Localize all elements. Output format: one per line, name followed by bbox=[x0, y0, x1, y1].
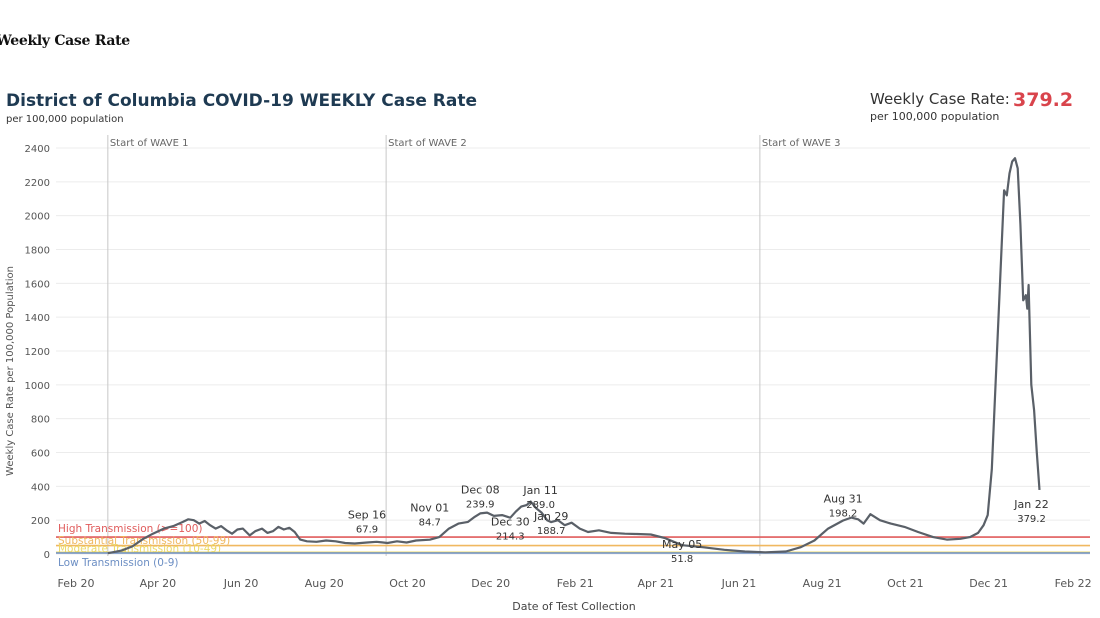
threshold-label: Moderate Transmission (10-49) bbox=[58, 543, 221, 555]
kpi-label: Weekly Case Rate: bbox=[870, 90, 1010, 108]
x-tick-label: Apr 21 bbox=[637, 577, 674, 590]
x-tick-label: Jun 21 bbox=[721, 577, 757, 590]
y-axis-label: Weekly Case Rate per 100,000 Population bbox=[5, 266, 16, 476]
wave-markers: Start of WAVE 1 Start of WAVE 2 Start of W… bbox=[107, 135, 841, 556]
chart-title: District of Columbia COVID-19 WEEKLY Cas… bbox=[6, 91, 477, 111]
y-tick-label: 1200 bbox=[25, 347, 50, 358]
annotation-date: May 05 bbox=[662, 538, 702, 551]
annotation-date: Aug 31 bbox=[824, 492, 863, 505]
x-tick-label: Feb 20 bbox=[58, 577, 95, 590]
annotation-value: 379.2 bbox=[1017, 514, 1046, 525]
annotation-date: Nov 01 bbox=[410, 502, 449, 515]
x-tick-label: Aug 21 bbox=[803, 577, 842, 590]
y-tick-label: 1800 bbox=[25, 246, 50, 257]
x-axis-label: Date of Test Collection bbox=[512, 600, 635, 613]
y-tick-label: 1600 bbox=[25, 279, 50, 290]
y-tick-label: 200 bbox=[31, 516, 50, 527]
y-tick-label: 2200 bbox=[25, 178, 50, 189]
y-tick-label: 400 bbox=[31, 482, 50, 493]
wave-marker-label: Start of WAVE 2 bbox=[388, 138, 467, 149]
y-tick-label: 800 bbox=[31, 415, 50, 426]
y-tick-label: 2400 bbox=[25, 144, 50, 155]
threshold-label: Low Transmission (0-9) bbox=[58, 557, 179, 569]
annotation-date: Jan 29 bbox=[533, 510, 568, 523]
series-layer bbox=[107, 157, 1041, 555]
series-line bbox=[107, 157, 1041, 555]
x-tick-label: Oct 20 bbox=[389, 577, 426, 590]
wave-marker-label: Start of WAVE 1 bbox=[110, 138, 189, 149]
gridlines bbox=[56, 147, 1090, 555]
page-heading: Weekly Case Rate bbox=[0, 33, 130, 49]
x-tick-label: Feb 21 bbox=[557, 577, 594, 590]
annotation-value: 239.9 bbox=[466, 499, 495, 510]
annotation-date: Dec 30 bbox=[491, 516, 530, 529]
threshold-label: Substantial Transmission (50-99) bbox=[58, 535, 230, 547]
x-tick-label: Jun 20 bbox=[223, 577, 259, 590]
annotation-value: 214.3 bbox=[496, 532, 525, 543]
threshold-label: High Transmission (>=100) bbox=[58, 523, 202, 535]
chart-subtitle: per 100,000 population bbox=[6, 114, 124, 125]
annotation-date: Sep 16 bbox=[348, 509, 386, 522]
annotation-value: 67.9 bbox=[356, 525, 378, 536]
kpi-sublabel: per 100,000 population bbox=[870, 110, 999, 123]
annotation-value: 84.7 bbox=[419, 518, 441, 529]
annotation-value: 188.7 bbox=[537, 526, 566, 537]
wave-marker-label: Start of WAVE 3 bbox=[762, 138, 841, 149]
x-tick-label: Oct 21 bbox=[887, 577, 924, 590]
threshold-lines: High Transmission (>=100)Substantial Tra… bbox=[56, 523, 1090, 569]
y-tick-label: 2000 bbox=[25, 212, 50, 223]
x-tick-label: Dec 21 bbox=[969, 577, 1008, 590]
kpi-value: 379.2 bbox=[1013, 89, 1073, 111]
chart: District of Columbia COVID-19 WEEKLY Cas… bbox=[5, 89, 1092, 613]
y-tick-label: 600 bbox=[31, 449, 50, 460]
annotation-value: 198.2 bbox=[829, 508, 858, 519]
annotation-date: Jan 22 bbox=[1013, 498, 1048, 511]
annotations: Sep 16 67.9 Nov 01 84.7 Dec 08 239.9 Dec 30 214… bbox=[348, 483, 1049, 565]
x-tick-label: Feb 22 bbox=[1055, 577, 1092, 590]
x-tick-label: Apr 20 bbox=[140, 577, 177, 590]
x-tick-label: Dec 20 bbox=[471, 577, 510, 590]
y-tick-label: 1400 bbox=[25, 313, 50, 324]
x-tick-label: Aug 20 bbox=[305, 577, 344, 590]
annotation-date: Jan 11 bbox=[522, 484, 557, 497]
y-tick-label: 1000 bbox=[25, 381, 50, 392]
y-tick-label: 0 bbox=[44, 550, 50, 561]
annotation-value: 51.8 bbox=[671, 554, 693, 565]
annotation-value: 289.0 bbox=[526, 500, 555, 511]
annotation-date: Dec 08 bbox=[461, 483, 500, 496]
y-axis: 0 200 400 600 800 1000 1200 1400 1600 1800 2000 220… bbox=[25, 144, 50, 561]
x-axis: Feb 20 Apr 20 Jun 20 Aug 20 Oct 20 Dec 20 Feb … bbox=[58, 577, 1092, 590]
